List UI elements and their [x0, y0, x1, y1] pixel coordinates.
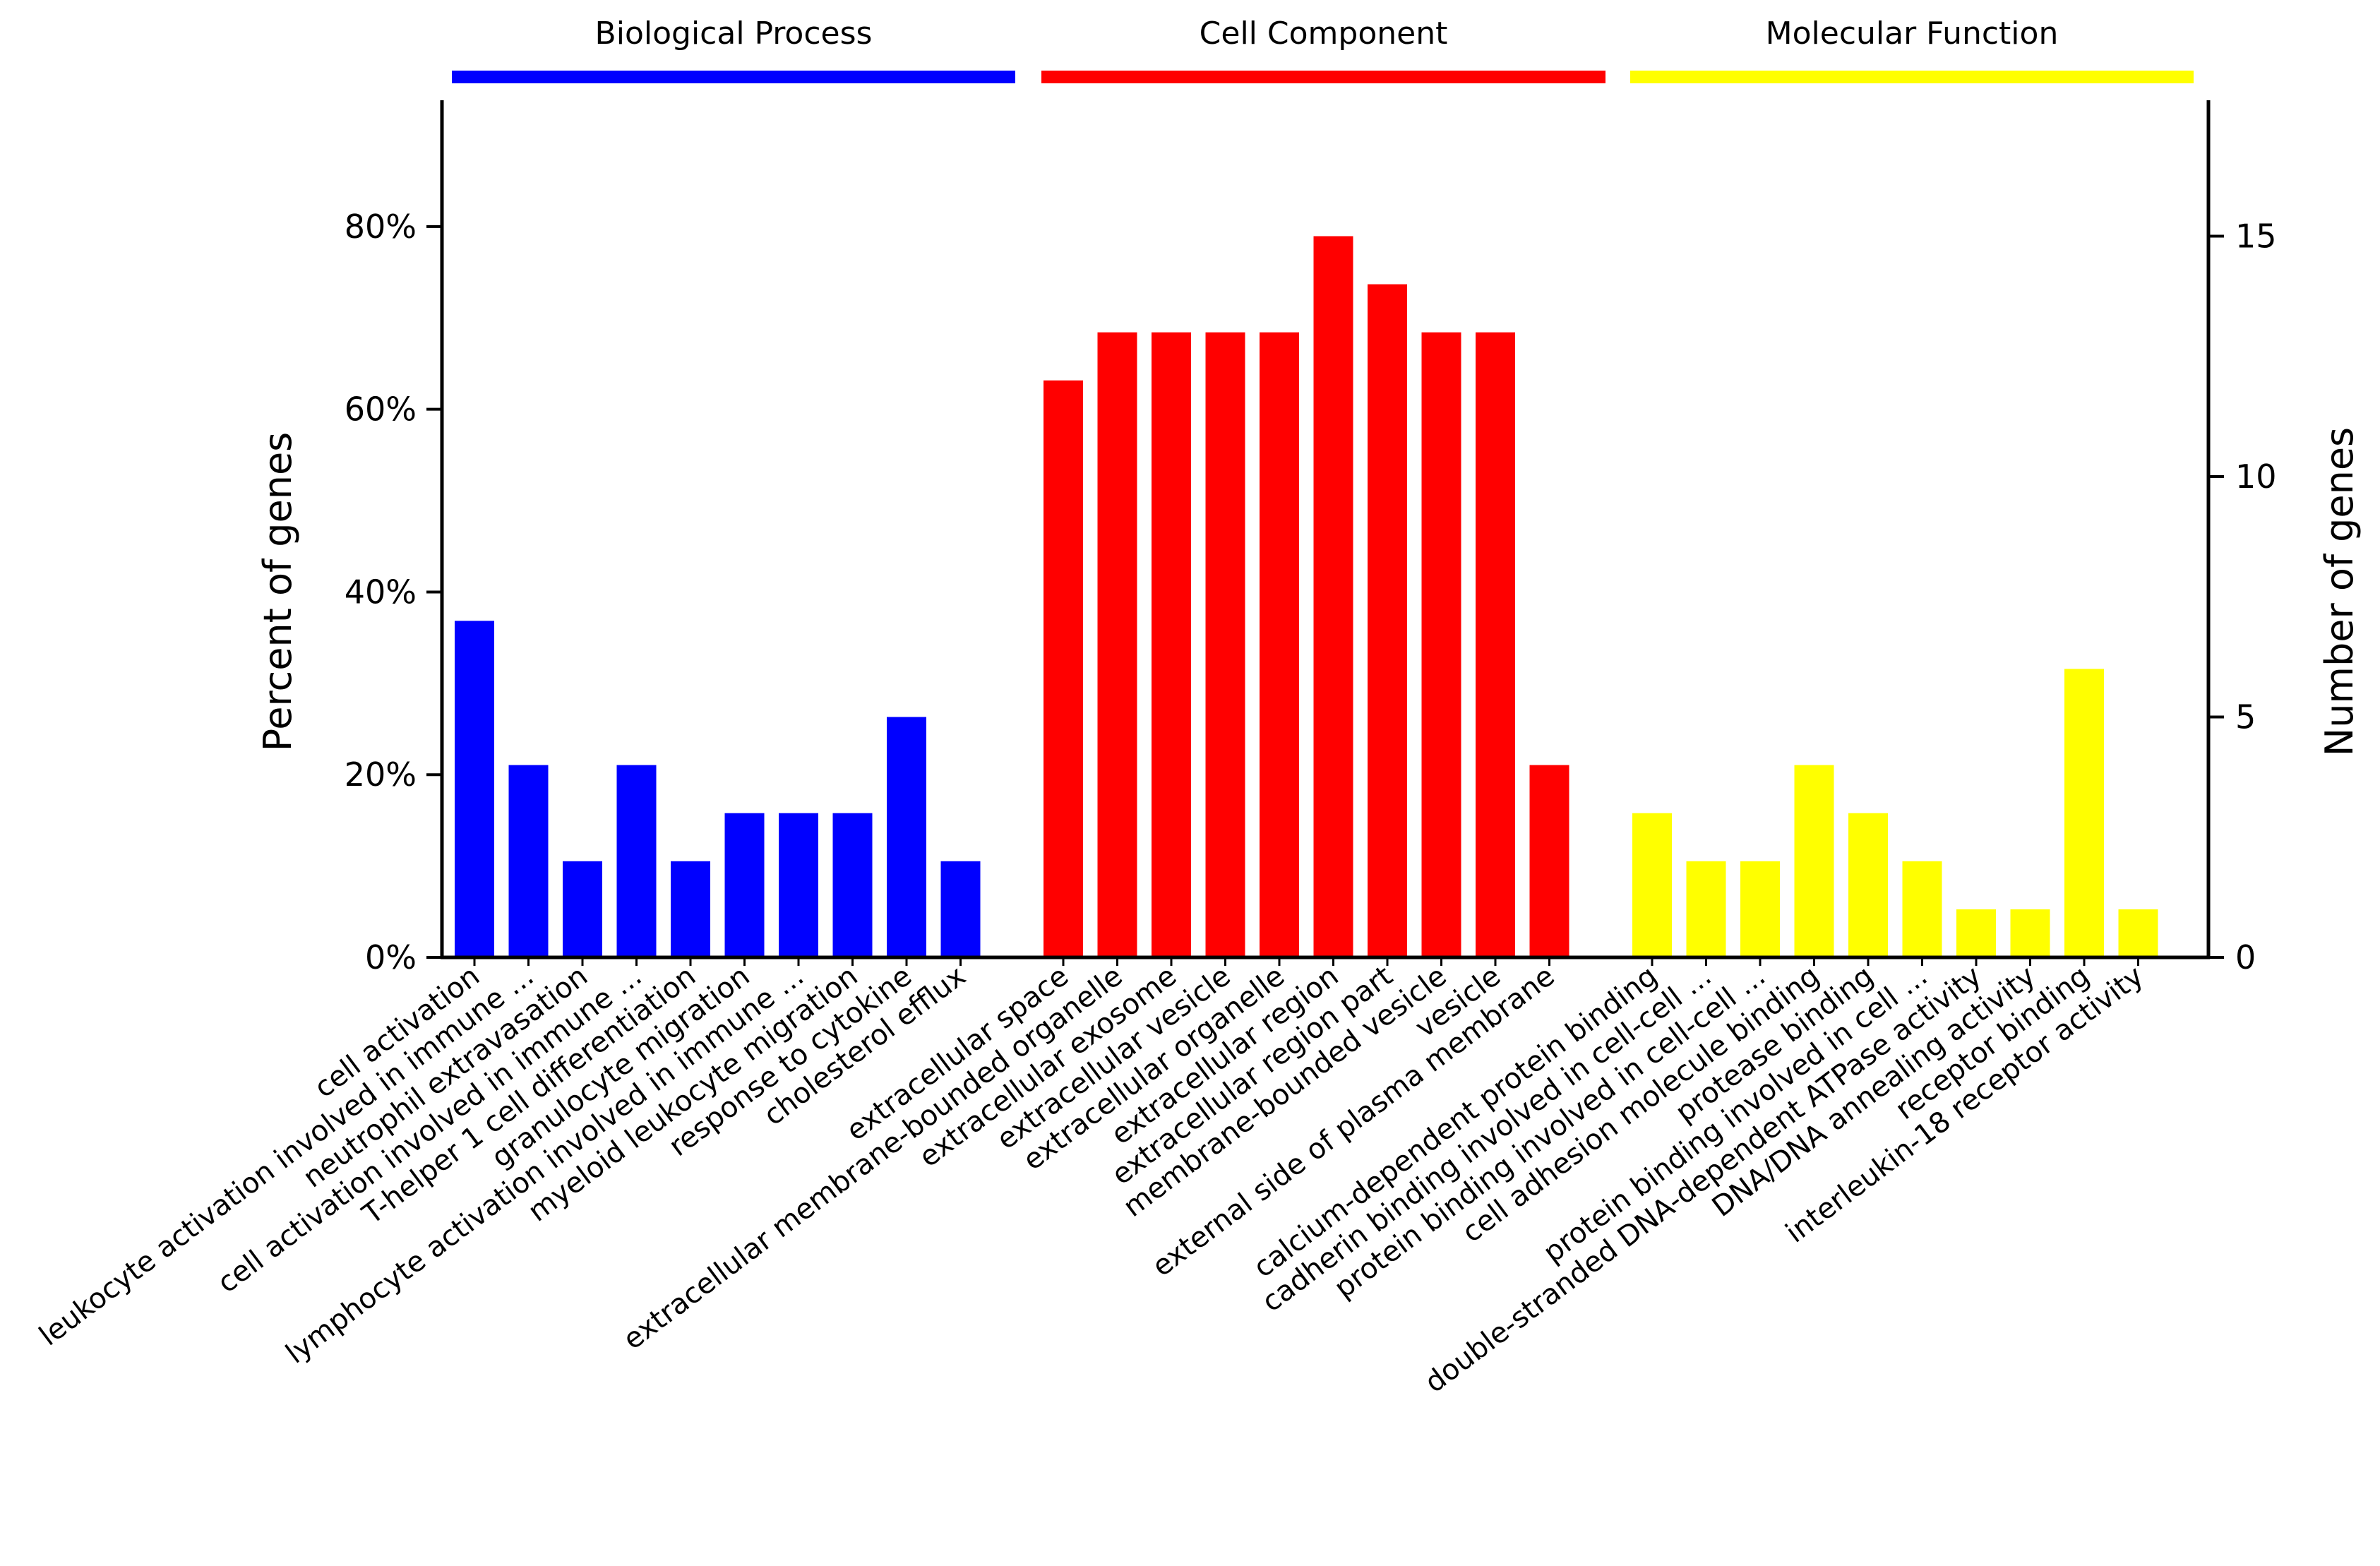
bar — [887, 717, 926, 957]
bar — [1152, 332, 1191, 957]
bar — [832, 813, 873, 957]
bar — [1632, 813, 1672, 957]
bar — [1044, 380, 1083, 957]
axes — [440, 100, 2211, 960]
bar — [1740, 861, 1780, 957]
right-tick-label: 15 — [2235, 217, 2277, 256]
bar — [508, 765, 549, 957]
bar — [671, 861, 710, 957]
bars — [455, 236, 2158, 958]
bar — [1794, 765, 1834, 957]
bar — [2010, 909, 2050, 957]
group-header-line — [1630, 71, 2194, 83]
bar — [2064, 669, 2104, 957]
group-header-line — [452, 71, 1015, 83]
bar — [1368, 284, 1407, 958]
left-y-ticks: 0% 20% 40% 60% 80% — [345, 208, 442, 976]
bar — [1097, 332, 1137, 957]
bar — [616, 765, 657, 957]
left-tick-label: 20% — [345, 755, 417, 794]
bar — [724, 813, 765, 957]
right-y-ticks: 0 5 10 15 — [2208, 217, 2277, 976]
left-tick-label: 40% — [345, 573, 417, 611]
bar — [1848, 813, 1888, 957]
bar — [1476, 332, 1515, 957]
left-tick-label: 80% — [345, 208, 417, 246]
left-tick-label: 0% — [365, 938, 417, 976]
bar — [2118, 909, 2158, 957]
right-tick-label: 0 — [2235, 938, 2256, 976]
left-tick-label: 60% — [345, 390, 417, 429]
group-header-line — [1041, 71, 1605, 83]
y-axis-right-title: Number of genes — [2317, 427, 2362, 756]
group-header-label: Biological Process — [595, 16, 873, 52]
bar — [1421, 332, 1461, 957]
right-tick-label: 10 — [2235, 458, 2277, 496]
bar — [1686, 861, 1726, 957]
bar — [779, 813, 818, 957]
bar — [563, 861, 602, 957]
bar — [1902, 861, 1942, 957]
bar — [1956, 909, 1996, 957]
group-header-label: Cell Component — [1200, 16, 1448, 52]
bar — [1529, 765, 1569, 957]
y-axis-left-title: Percent of genes — [256, 432, 300, 752]
bar — [940, 861, 981, 957]
bar — [455, 621, 494, 957]
right-tick-label: 5 — [2235, 698, 2256, 736]
group-headers: Biological Process Cell Component Molecula… — [452, 16, 2194, 83]
group-header-label: Molecular Function — [1766, 16, 2059, 52]
bar — [1205, 332, 1245, 957]
bar — [1260, 332, 1299, 957]
bar — [1313, 236, 1353, 957]
